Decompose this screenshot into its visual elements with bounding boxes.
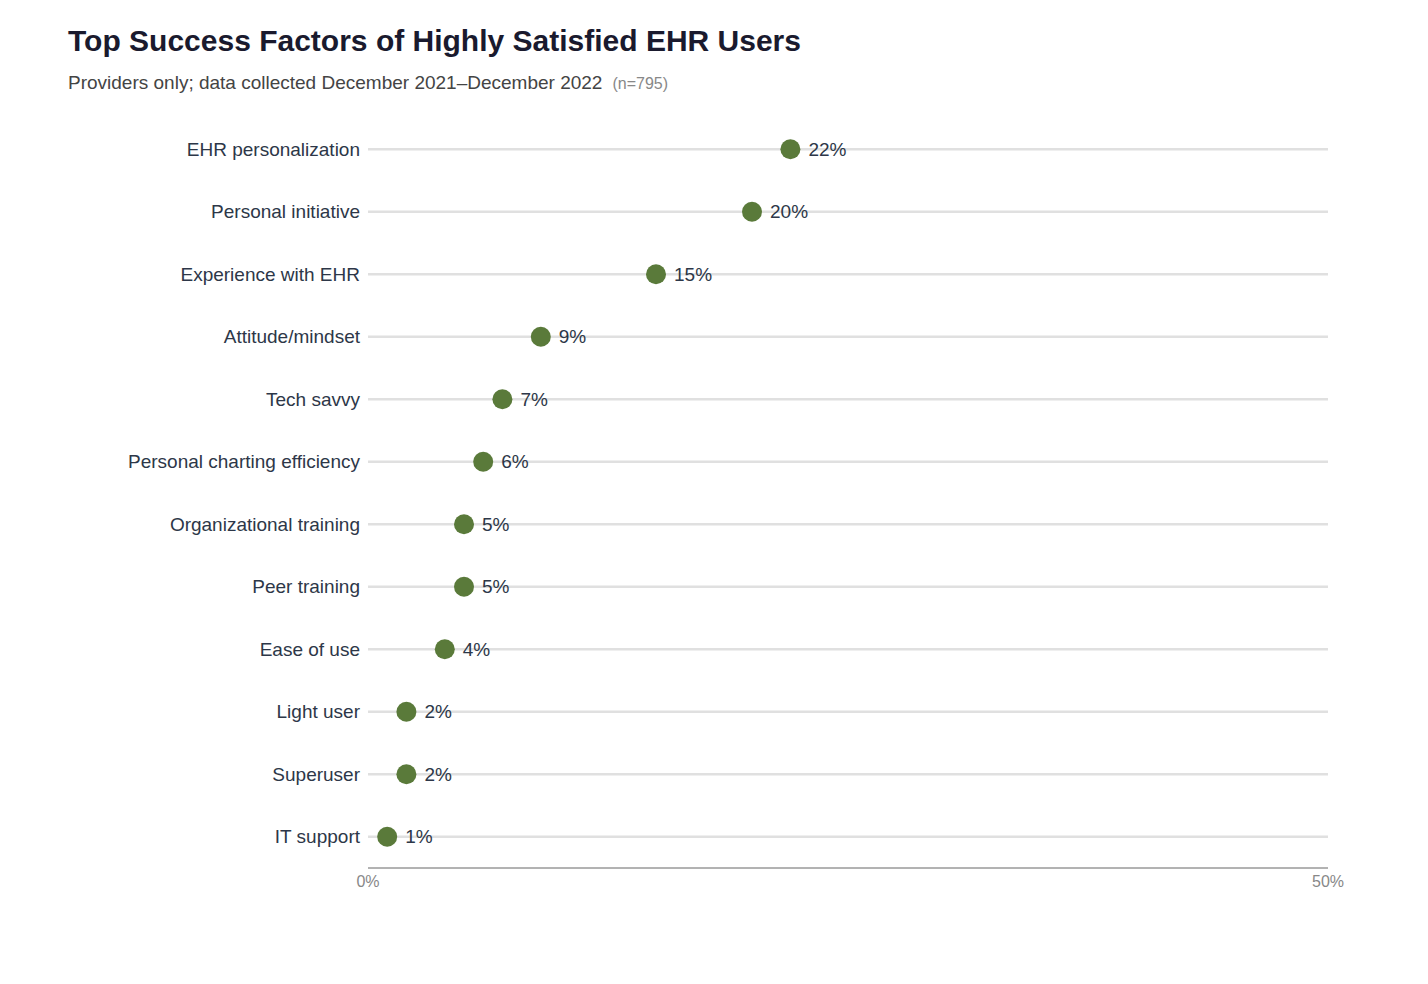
html-text:Top Success Factors of Highly: Top Success Factors of Highly Satisfied …: [68, 24, 801, 57]
svg-text:Ease of use: Ease of use: [260, 639, 360, 660]
svg-text:2%: 2%: [424, 701, 452, 722]
svg-text:Tech savvy: Tech savvy: [266, 389, 360, 410]
svg-text:1%: 1%: [405, 826, 433, 847]
svg-text:Experience with EHR: Experience with EHR: [180, 264, 360, 285]
svg-text:Personal charting efficiency: Personal charting efficiency: [128, 451, 360, 472]
svg-text:22%: 22%: [808, 139, 846, 160]
svg-text:Attitude/mindset: Attitude/mindset: [224, 326, 361, 347]
svg-text:EHR personalization: EHR personalization: [187, 139, 360, 160]
html-text:(n=795): (n=795): [612, 75, 668, 92]
html-text:Providers only; data collected: Providers only; data collected December …: [68, 72, 603, 93]
svg-text:2%: 2%: [424, 764, 452, 785]
svg-text:Light user: Light user: [277, 701, 361, 722]
svg-text:5%: 5%: [482, 576, 510, 597]
svg-text:Personal initiative: Personal initiative: [211, 201, 360, 222]
svg-text:7%: 7%: [520, 389, 548, 410]
svg-text:Superuser: Superuser: [272, 764, 360, 785]
svg-text:Peer training: Peer training: [252, 576, 360, 597]
svg-text:Organizational training: Organizational training: [170, 514, 360, 535]
svg-text:5%: 5%: [482, 514, 510, 535]
svg-text:6%: 6%: [501, 451, 529, 472]
svg-text:15%: 15%: [674, 264, 712, 285]
svg-text:9%: 9%: [559, 326, 587, 347]
svg-text:20%: 20%: [770, 201, 808, 222]
svg-text:0%: 0%: [356, 873, 379, 890]
svg-text:4%: 4%: [463, 639, 491, 660]
svg-text:50%: 50%: [1312, 873, 1344, 890]
svg-text:IT support: IT support: [275, 826, 361, 847]
